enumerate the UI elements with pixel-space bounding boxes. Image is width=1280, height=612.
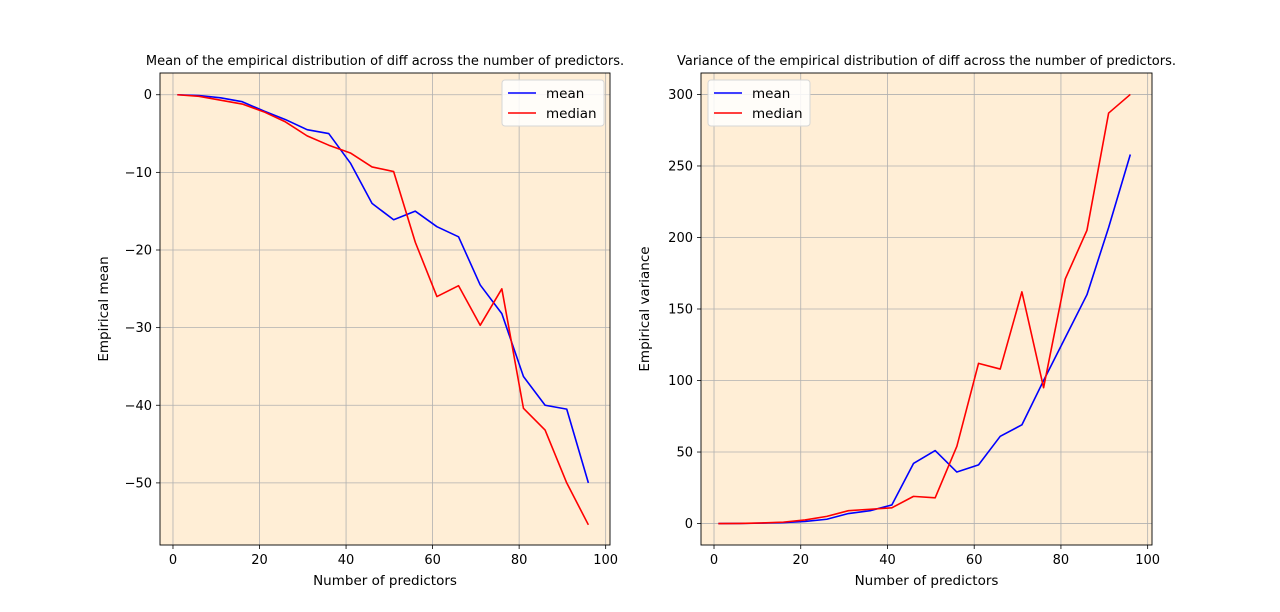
y-tick-label: −30 (125, 321, 152, 336)
axes-frame (159, 72, 611, 546)
series-line-mean (177, 93, 590, 484)
y-tick-label: 200 (668, 231, 693, 246)
y-tick-label: 150 (668, 303, 693, 318)
legend-label-median: median (752, 106, 803, 122)
legend-label-mean: mean (752, 86, 790, 102)
x-tick-label: 60 (966, 553, 983, 568)
x-tick-label: 100 (1135, 553, 1160, 568)
y-tick-label: 250 (668, 159, 693, 174)
x-axis-label: Number of predictors (313, 573, 457, 589)
x-tick-label: 80 (1053, 553, 1070, 568)
chart-mean: 0 20 40 60 80 100 0 −10 −20 −30 −40 −50 Mean of the … (96, 54, 624, 589)
y-tick-label: 0 (685, 517, 693, 532)
x-tick-label: 60 (424, 553, 441, 568)
plot-area (160, 73, 610, 545)
x-tick-label: 20 (792, 553, 809, 568)
legend-box (707, 79, 811, 127)
y-tick-label: −20 (125, 244, 152, 259)
y-axis-label: Empirical variance (637, 246, 653, 371)
x-tick-label: 40 (338, 553, 355, 568)
legend-label-median: median (546, 106, 597, 122)
y-tick-label: 50 (676, 446, 693, 461)
x-tick-label: 40 (879, 553, 896, 568)
chart-variance: 0 20 40 60 80 100 0 50 100 150 200 250 300 Variance o… (637, 54, 1176, 589)
x-tick-label: 20 (251, 553, 268, 568)
y-tick-label: 100 (668, 374, 693, 389)
y-tick-label: −10 (125, 166, 152, 181)
x-tick-label: 100 (593, 553, 618, 568)
y-tick-label: −50 (125, 476, 152, 491)
chart-title: Variance of the empirical distribution o… (677, 54, 1176, 69)
legend-label-mean: mean (546, 86, 584, 102)
y-tick-label: −40 (125, 399, 152, 414)
y-tick-label: 0 (144, 88, 152, 103)
series-line-median (718, 93, 1131, 525)
x-tick-label: 80 (511, 553, 528, 568)
x-tick-label: 0 (169, 553, 177, 568)
axes-frame (700, 72, 1153, 546)
y-axis-label: Empirical mean (96, 256, 112, 361)
y-tick-label: 300 (668, 88, 693, 103)
chart-title: Mean of the empirical distribution of di… (146, 54, 624, 69)
legend: mean median (707, 79, 811, 127)
series-line-median (177, 93, 590, 526)
legend-box (501, 79, 605, 127)
legend: mean median (501, 79, 605, 127)
x-tick-label: 0 (710, 553, 718, 568)
x-axis-label: Number of predictors (855, 573, 999, 589)
